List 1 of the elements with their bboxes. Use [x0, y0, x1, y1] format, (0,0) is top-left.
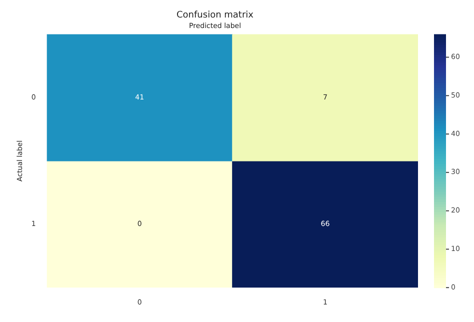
chart-title: Confusion matrix [176, 10, 254, 21]
